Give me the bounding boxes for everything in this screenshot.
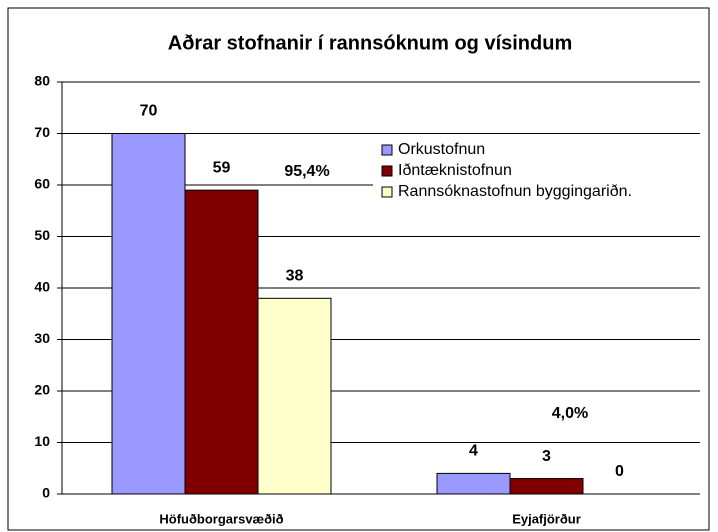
data-label: 70: [140, 103, 158, 120]
annotation: 4,0%: [552, 405, 588, 422]
legend-box: [373, 137, 700, 207]
data-label: 38: [286, 268, 304, 285]
y-tick-label: 30: [34, 330, 50, 346]
y-tick-label: 40: [34, 279, 50, 295]
annotation: 95,4%: [284, 163, 329, 180]
bar: [509, 478, 584, 495]
y-tick-label: 20: [34, 382, 50, 398]
y-tick-label: 60: [34, 176, 50, 192]
data-label: 59: [213, 159, 231, 176]
chart-title: Aðrar stofnanir í rannsóknum og vísindum: [168, 32, 573, 54]
y-tick-label: 80: [34, 73, 50, 89]
data-label: 0: [615, 463, 624, 480]
x-tick-label: Höfuðborgarsvæðið: [159, 511, 283, 526]
y-tick-label: 10: [34, 433, 50, 449]
y-tick-label: 50: [34, 227, 50, 243]
y-tick-label: 70: [34, 124, 50, 140]
legend-swatch: [381, 186, 393, 198]
bar: [436, 472, 511, 495]
bar: [111, 133, 186, 495]
legend-label: Iðntæknistofnun: [398, 162, 512, 179]
data-label: 3: [542, 448, 551, 465]
data-label: 4: [469, 443, 478, 460]
y-tick-label: 0: [42, 485, 50, 501]
legend-swatch: [381, 165, 393, 177]
legend-label: Orkustofnun: [398, 141, 485, 158]
legend-swatch: [381, 144, 393, 156]
bar: [257, 297, 332, 495]
x-tick-label: Eyjafjörður: [512, 511, 581, 526]
bar: [184, 189, 259, 495]
legend-label: Rannsóknastofnun byggingariðn.: [398, 183, 632, 200]
